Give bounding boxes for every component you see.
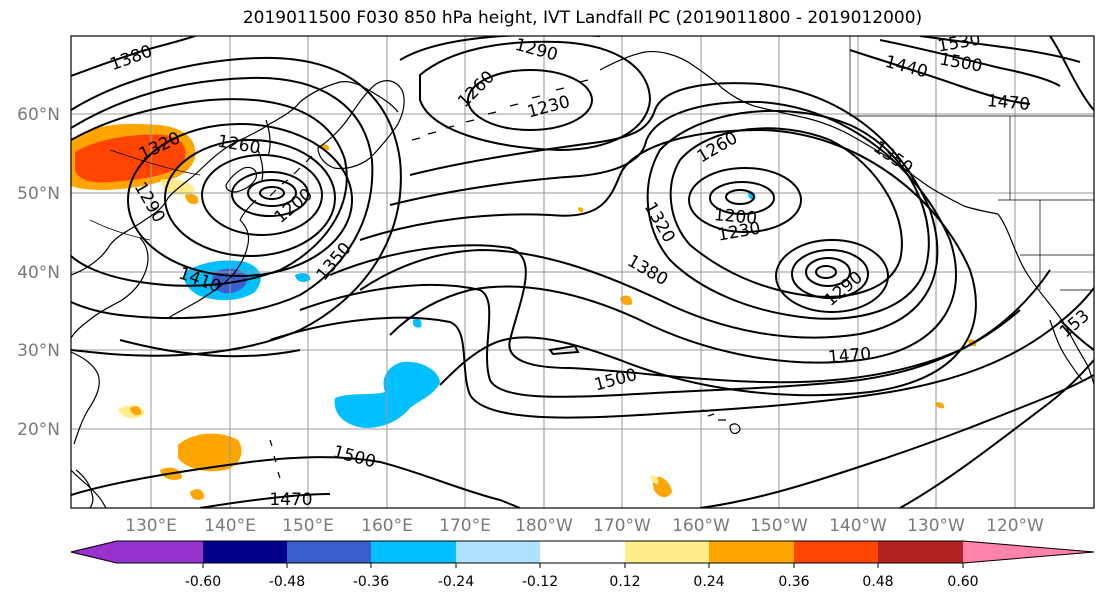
- yellow-region-south: [650, 475, 659, 484]
- lon-label-150w: 150°W: [750, 516, 808, 536]
- red-region-japan-sea: [75, 134, 186, 183]
- colorbar-segment-8: [794, 541, 878, 563]
- graticule: [71, 36, 1094, 508]
- colorbar-tick-label: 0.24: [693, 574, 724, 590]
- lon-label-130e: 130°E: [125, 516, 177, 536]
- china-coastline: [71, 351, 107, 508]
- colorbar-tick-label: -0.24: [438, 574, 474, 590]
- colorbar: -0.60 -0.48 -0.36 -0.24 -0.12 0.12 0.24 …: [70, 540, 1095, 590]
- colorbar-outline: [70, 540, 1095, 564]
- lat-label-40n: 40°N: [17, 263, 60, 283]
- lat-label-30n: 30°N: [17, 341, 60, 361]
- colorbar-segment-3: [371, 541, 456, 563]
- lon-label-140e: 140°E: [204, 516, 256, 536]
- colorbar-tick-label: -0.12: [522, 574, 558, 590]
- lon-label-140w: 140°W: [829, 516, 887, 536]
- lon-label-150e: 150°E: [282, 516, 334, 536]
- colorbar-segment-4: [456, 541, 540, 563]
- lat-label-60n: 60°N: [17, 105, 60, 125]
- map-title: 2019011500 F030 850 hPa height, IVT Land…: [242, 8, 923, 28]
- political-borders: [89, 36, 1094, 291]
- blue-region-small-1: [295, 273, 311, 283]
- sakhalin-coastline: [257, 119, 271, 181]
- colorbar-tick-label: 0.36: [778, 574, 809, 590]
- colorbar-segment-9: [878, 541, 963, 563]
- lon-label-160w: 160°W: [672, 516, 730, 536]
- map-panel: 1380 1290 1260 1230 1530 1500 1440 1470 …: [70, 35, 1095, 510]
- colorbar-ticks: [202, 563, 964, 568]
- contour-label: 1470: [986, 91, 1031, 115]
- lon-label-160e: 160°E: [361, 516, 413, 536]
- colorbar-tick-label: 0.48: [862, 574, 893, 590]
- orange-region-hawaii-west: [620, 295, 633, 306]
- philippines-coastline: [75, 469, 94, 508]
- orange-region-east: [935, 402, 945, 409]
- colorbar-tick-label: -0.36: [353, 574, 389, 590]
- colorbar-segment-1: [203, 541, 287, 563]
- colorbar-segment-5: [540, 541, 625, 563]
- orange-region-small-3: [190, 489, 205, 500]
- lat-label-20n: 20°N: [17, 420, 60, 440]
- lon-label-120w: 120°W: [986, 516, 1044, 536]
- aleutian-islands: [411, 79, 589, 141]
- orange-region-small-4: [130, 406, 142, 416]
- korea-coastline: [71, 237, 149, 339]
- asia-coastline: [71, 81, 399, 276]
- contour-label: 1470: [269, 490, 312, 510]
- colorbar-tick-label: -0.60: [185, 574, 221, 590]
- colorbar-swatch-10-extend: [962, 540, 1095, 564]
- coastlines: [71, 50, 1094, 508]
- baja-coastline: [1049, 319, 1083, 381]
- orange-region-small-5: [578, 207, 584, 213]
- colorbar-tick-label: 0.12: [609, 574, 640, 590]
- latitude-labels: 60°N 50°N 40°N 30°N 20°N: [17, 105, 60, 440]
- height-contours: [71, 36, 1094, 508]
- colorbar-tick-label: 0.60: [947, 574, 978, 590]
- colorbar-tick-label: -0.48: [269, 574, 305, 590]
- longitude-labels: 130°E 140°E 150°E 160°E 170°E 180°W 170°…: [125, 516, 1044, 536]
- lat-label-50n: 50°N: [17, 184, 60, 204]
- map-frame: [70, 35, 1095, 509]
- lon-label-180w: 180°W: [515, 516, 573, 536]
- colorbar-segment-0: [117, 541, 203, 563]
- contour-label: 1200: [713, 205, 758, 229]
- colorbar-swatch-0: [70, 540, 118, 564]
- blue-region-small-2: [412, 318, 422, 328]
- orange-region-small-1: [185, 193, 199, 205]
- lon-label-170w: 170°W: [593, 516, 651, 536]
- colorbar-segment-2: [287, 541, 371, 563]
- colorbar-segment-6: [625, 541, 709, 563]
- colorbar-segment-7: [709, 541, 794, 563]
- lon-label-170e: 170°E: [439, 516, 491, 536]
- orange-region-philippine-sea: [178, 433, 242, 472]
- contour-label: 1470: [827, 344, 872, 368]
- lon-label-130w: 130°W: [907, 516, 965, 536]
- alaska-coastline: [599, 50, 999, 215]
